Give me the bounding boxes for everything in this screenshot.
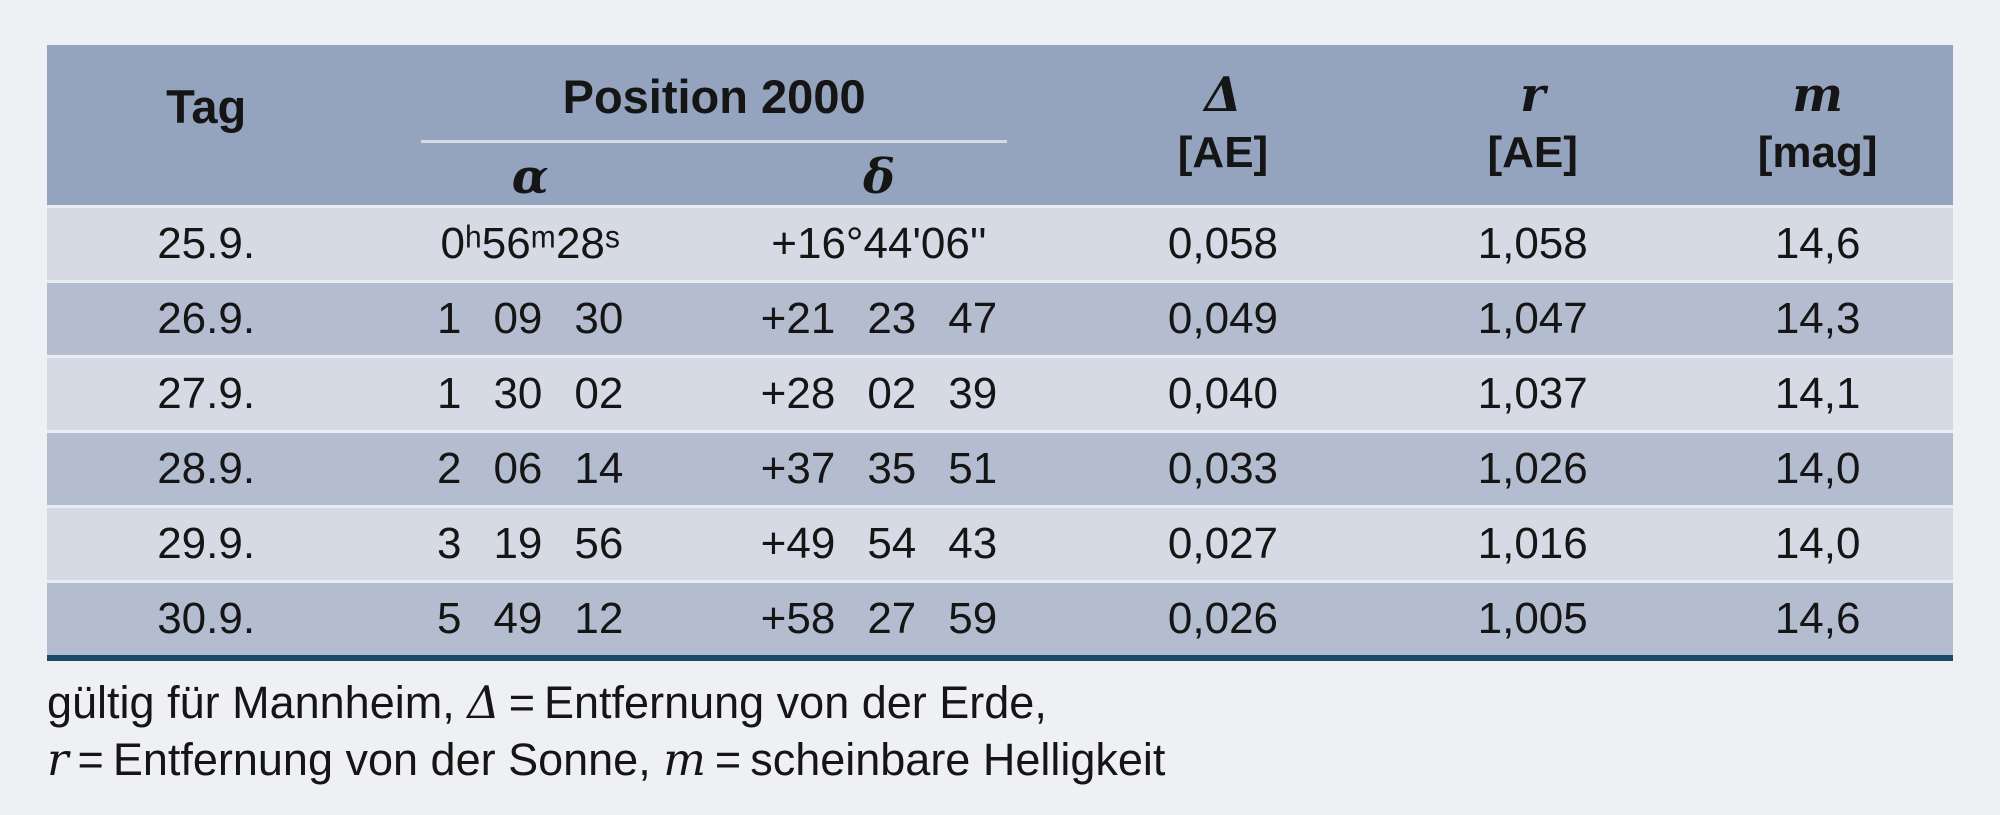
- footnote-text: gültig für Mannheim,: [47, 677, 468, 728]
- cell-delta: +58 27 59: [760, 594, 998, 643]
- position-group-underline: [421, 140, 1008, 143]
- r-symbol: r: [1520, 67, 1546, 123]
- table-footnote: gültig für Mannheim, Δ = Entfernung von …: [47, 674, 1165, 788]
- footnote-line-1: gültig für Mannheim, Δ = Entfernung von …: [47, 674, 1165, 731]
- col-header-dist-earth: Δ [AE]: [1063, 45, 1383, 205]
- cell-delta: +28 02 39: [760, 369, 998, 418]
- cell-dist-sun: 1,047: [1477, 294, 1588, 343]
- cell-tag: 29.9.: [157, 519, 256, 568]
- cell-dist-sun: 1,016: [1477, 519, 1588, 568]
- footnote-text: = Entfernung von der Erde,: [499, 677, 1047, 728]
- cell-alpha: 3 19 56: [436, 519, 624, 568]
- table-row: 30.9. 5 49 12 +58 27 59 0,026 1,005 14,6: [47, 580, 1953, 655]
- footnote-text: = Entfernung von der Sonne,: [68, 734, 664, 785]
- m-symbol: m: [1792, 67, 1844, 123]
- delta-symbol: Δ: [467, 676, 500, 729]
- position-group-title: Position 2000: [562, 70, 866, 123]
- ephemeris-table: Tag Position 2000 α δ Δ [AE] r [AE] m [m…: [47, 45, 1953, 661]
- cell-delta: +49 54 43: [760, 519, 998, 568]
- cell-alpha: 1 09 30: [436, 294, 624, 343]
- cell-delta: +37 35 51: [760, 444, 998, 493]
- col-header-magnitude: m [mag]: [1682, 45, 1953, 205]
- col-header-tag: Tag: [166, 80, 247, 133]
- col-header-alpha: α: [511, 149, 549, 205]
- col-group-position: Position 2000 α δ: [365, 45, 1063, 205]
- cell-tag: 28.9.: [157, 444, 256, 493]
- cell-dist-sun: 1,037: [1477, 369, 1588, 418]
- cell-magnitude: 14,1: [1774, 369, 1861, 418]
- cell-dist-sun: 1,005: [1477, 594, 1588, 643]
- cell-dist-sun: 1,026: [1477, 444, 1588, 493]
- footnote-text: = scheinbare Helligkeit: [705, 734, 1166, 785]
- table-row: 26.9. 1 09 30 +21 23 47 0,049 1,047 14,3: [47, 280, 1953, 355]
- cell-alpha: 5 49 12: [436, 594, 624, 643]
- cell-dist-earth: 0,049: [1167, 294, 1279, 343]
- cell-tag: 30.9.: [157, 594, 256, 643]
- footnote-line-2: r = Entfernung von der Sonne, m = schein…: [47, 731, 1165, 788]
- table-row: 25.9. 0ʰ56ᵐ28ˢ +16°44'06'' 0,058 1,058 1…: [47, 205, 1953, 280]
- cell-magnitude: 14,0: [1774, 519, 1861, 568]
- cell-dist-earth: 0,027: [1167, 519, 1279, 568]
- cell-magnitude: 14,6: [1774, 594, 1861, 643]
- dist-sun-unit: [AE]: [1487, 128, 1578, 177]
- m-symbol: m: [663, 733, 706, 786]
- cell-magnitude: 14,0: [1774, 444, 1861, 493]
- cell-alpha: 2 06 14: [436, 444, 624, 493]
- cell-alpha: 0ʰ56ᵐ28ˢ: [440, 219, 620, 268]
- table-row: 29.9. 3 19 56 +49 54 43 0,027 1,016 14,0: [47, 505, 1953, 580]
- table-row: 28.9. 2 06 14 +37 35 51 0,033 1,026 14,0: [47, 430, 1953, 505]
- col-header-dist-sun: r [AE]: [1383, 45, 1682, 205]
- position-subheaders: α δ: [365, 149, 1063, 205]
- cell-magnitude: 14,3: [1774, 294, 1861, 343]
- r-symbol: r: [47, 733, 69, 786]
- cell-dist-earth: 0,026: [1167, 594, 1279, 643]
- cell-tag: 25.9.: [157, 219, 256, 268]
- cell-tag: 26.9.: [157, 294, 256, 343]
- cell-dist-sun: 1,058: [1477, 219, 1588, 268]
- cell-dist-earth: 0,040: [1167, 369, 1279, 418]
- cell-magnitude: 14,6: [1774, 219, 1861, 268]
- dist-earth-unit: [AE]: [1177, 128, 1269, 177]
- cell-dist-earth: 0,033: [1167, 444, 1279, 493]
- cell-delta: +21 23 47: [760, 294, 998, 343]
- cell-alpha: 1 30 02: [436, 369, 624, 418]
- table-bottom-rule: [47, 655, 1953, 661]
- col-header-delta: δ: [863, 149, 896, 205]
- cell-delta: +16°44'06'': [771, 219, 987, 268]
- table-header: Tag Position 2000 α δ Δ [AE] r [AE] m [m…: [47, 45, 1953, 205]
- cell-tag: 27.9.: [157, 369, 256, 418]
- table-row: 27.9. 1 30 02 +28 02 39 0,040 1,037 14,1: [47, 355, 1953, 430]
- cell-dist-earth: 0,058: [1167, 219, 1279, 268]
- magnitude-unit: [mag]: [1757, 128, 1878, 177]
- delta-symbol: Δ: [1204, 67, 1242, 123]
